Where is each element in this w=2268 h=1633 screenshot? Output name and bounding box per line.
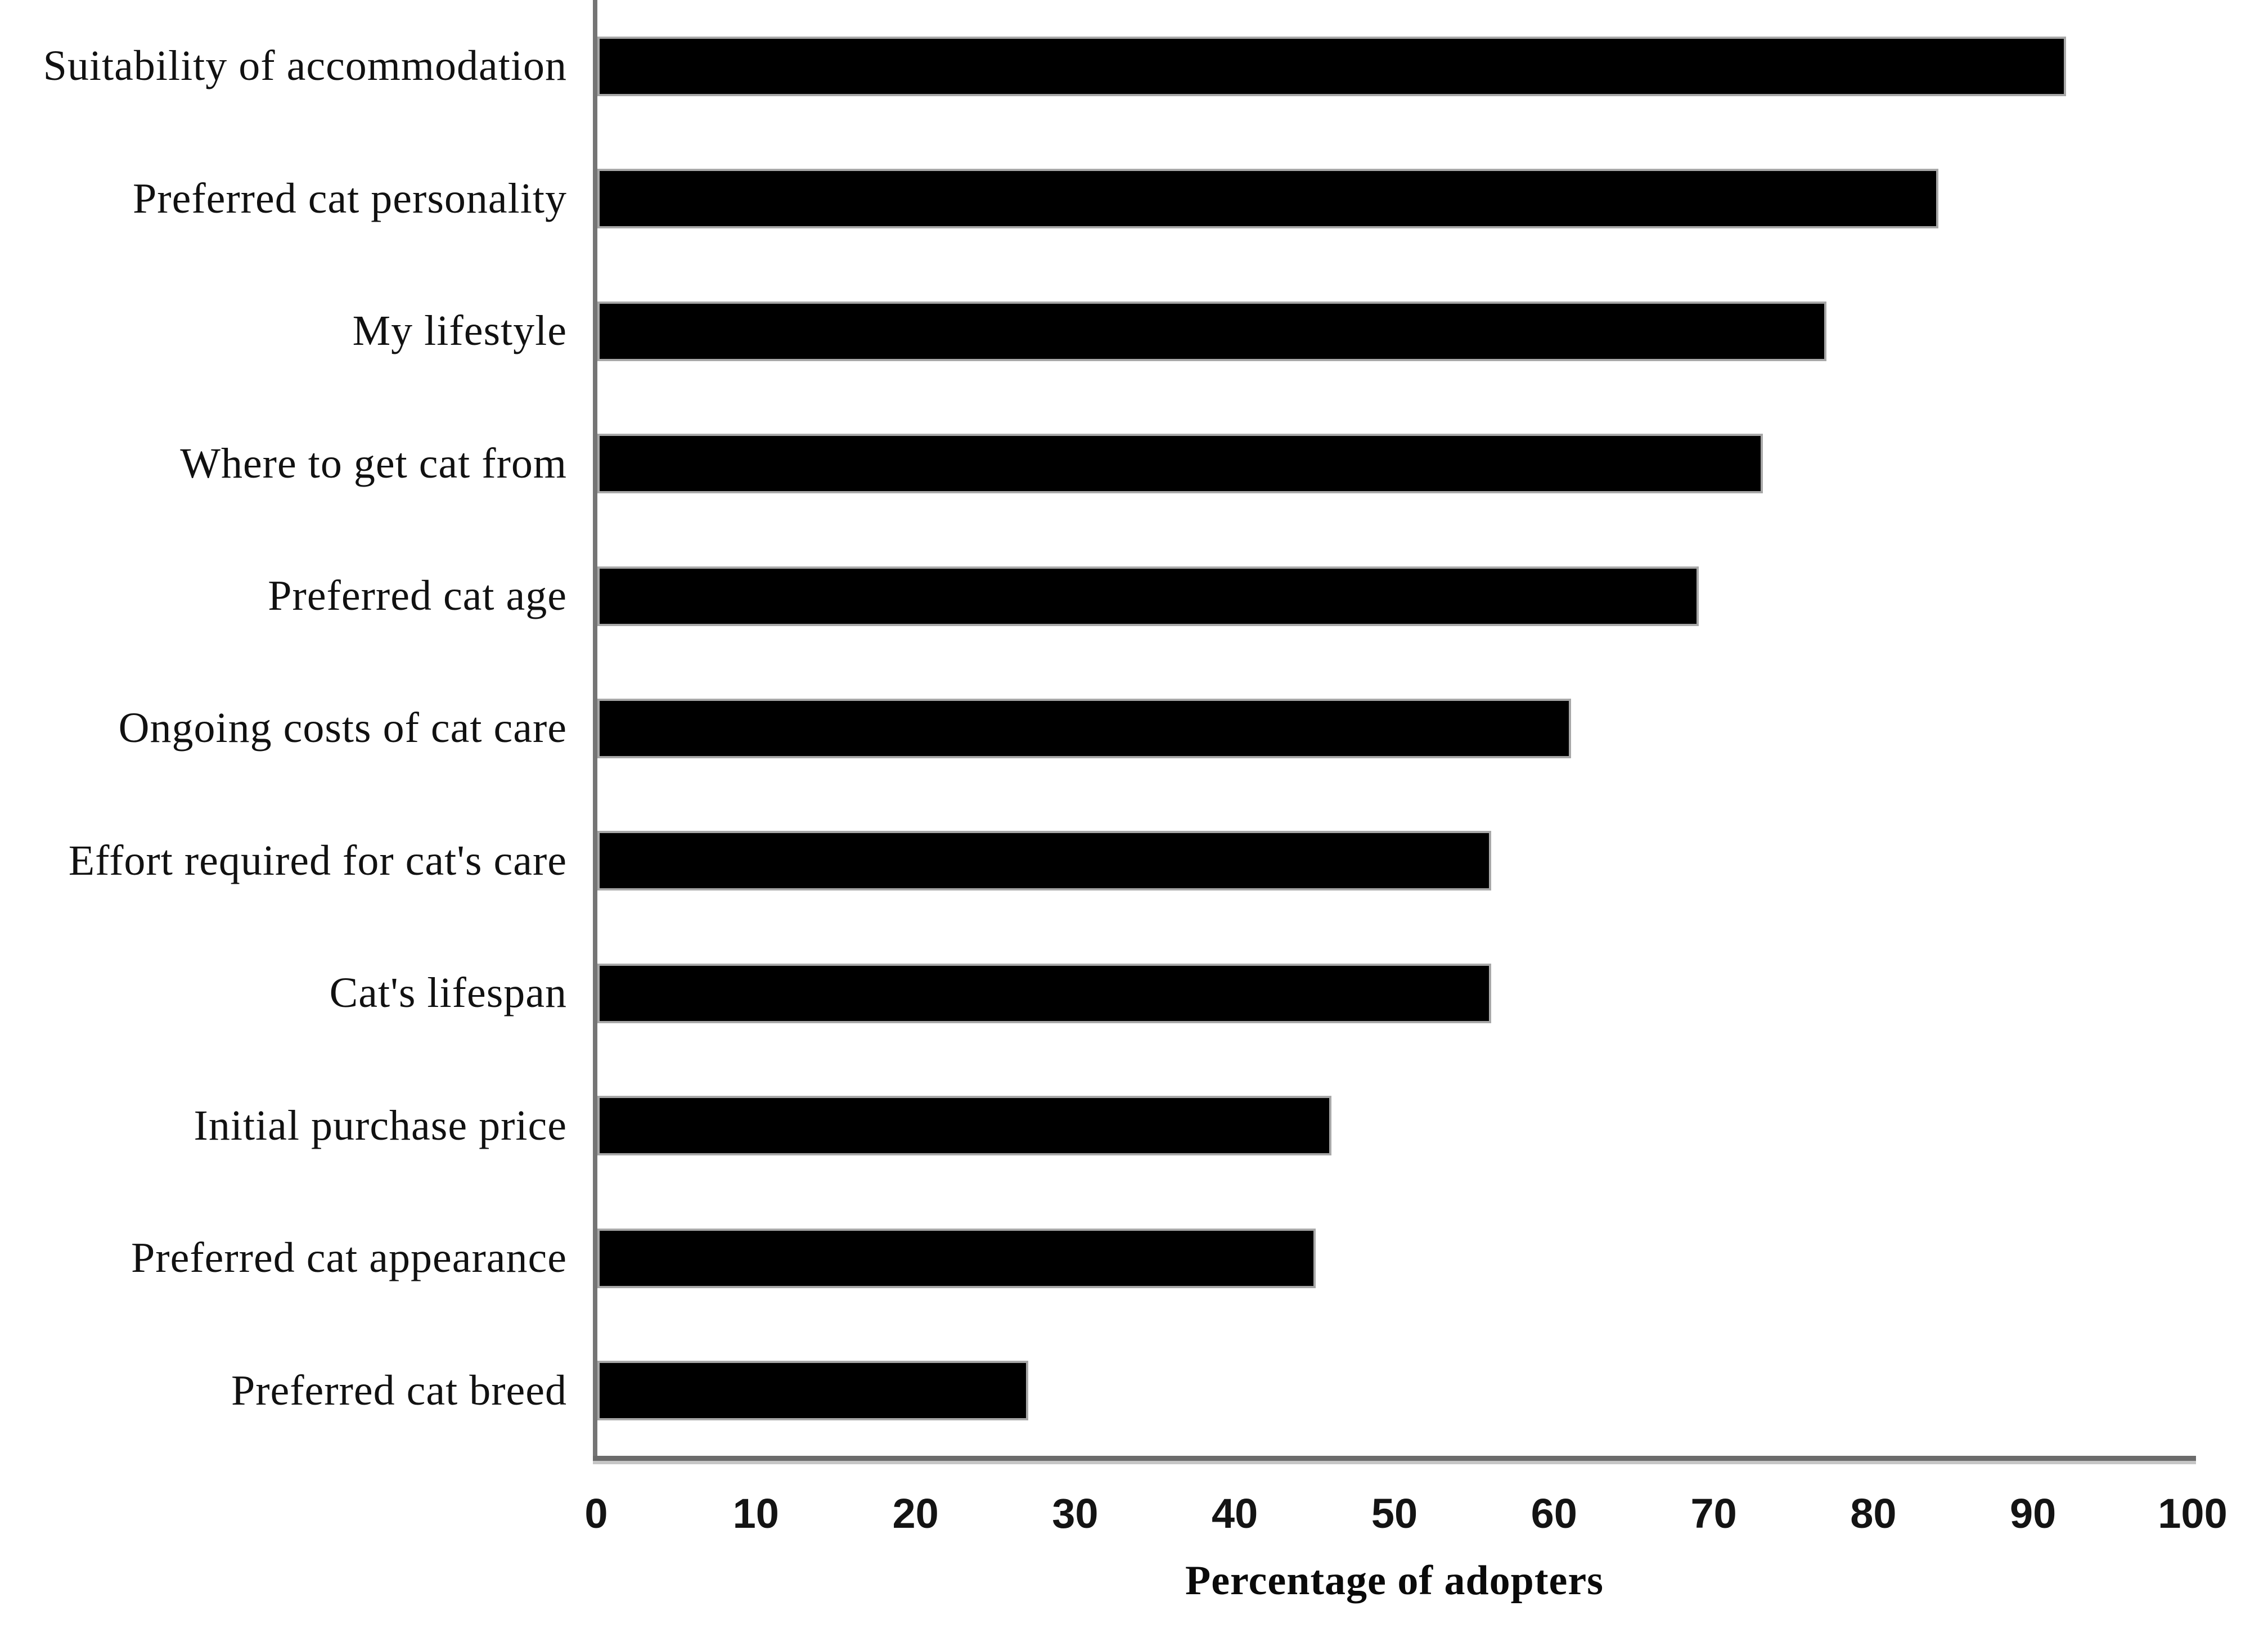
category-label: Cat's lifespan [329,969,567,1017]
category-label: Preferred cat breed [231,1366,567,1414]
bar [597,434,1763,494]
bar [597,1096,1332,1156]
x-tick-label: 80 [1850,1490,1897,1537]
bar [597,831,1492,891]
bar [597,301,1827,361]
bar [597,963,1492,1023]
x-tick-label: 60 [1531,1490,1577,1537]
category-label: Initial purchase price [194,1101,567,1149]
x-tick-label: 40 [1212,1490,1258,1537]
x-tick-label: 0 [584,1490,608,1537]
x-axis-line [593,1456,2196,1461]
category-label: Preferred cat appearance [131,1234,567,1282]
x-tick-label: 20 [892,1490,939,1537]
x-axis-line-shadow [593,1461,2196,1464]
x-tick-label: 10 [732,1490,779,1537]
category-label: Ongoing costs of cat care [118,704,567,752]
x-tick-label: 50 [1371,1490,1418,1537]
x-tick-label: 30 [1052,1490,1099,1537]
bar [597,36,2066,96]
category-label: My lifestyle [352,307,567,355]
y-axis-line [593,0,597,1460]
x-tick-label: 70 [1690,1490,1737,1537]
x-axis-title: Percentage of adopters [1185,1558,1604,1604]
bar [597,566,1699,626]
category-label: Preferred cat personality [133,174,567,222]
bar [597,1228,1316,1288]
bar [597,1361,1029,1421]
bar [597,699,1572,758]
bar [597,169,1938,229]
category-label: Where to get cat from [180,439,567,487]
category-label: Suitability of accommodation [43,42,567,90]
category-label: Preferred cat age [268,572,567,620]
x-tick-label: 90 [2010,1490,2056,1537]
category-label: Effort required for cat's care [68,836,567,884]
x-tick-label: 100 [2158,1490,2228,1537]
